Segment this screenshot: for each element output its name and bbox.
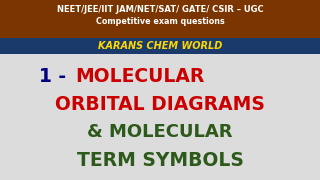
Bar — [0, 38, 320, 54]
Text: & MOLECULAR: & MOLECULAR — [87, 123, 233, 141]
Text: ORBITAL DIAGRAMS: ORBITAL DIAGRAMS — [55, 94, 265, 114]
Text: KARANS CHEM WORLD: KARANS CHEM WORLD — [98, 41, 222, 51]
Bar — [0, 0, 320, 38]
Text: TERM SYMBOLS: TERM SYMBOLS — [76, 150, 244, 170]
Text: Competitive exam questions: Competitive exam questions — [96, 17, 224, 26]
Text: 1 -: 1 - — [39, 66, 73, 86]
Text: NEET/JEE/IIT JAM/NET/SAT/ GATE/ CSIR – UGC: NEET/JEE/IIT JAM/NET/SAT/ GATE/ CSIR – U… — [57, 6, 263, 15]
Text: MOLECULAR: MOLECULAR — [75, 66, 204, 86]
